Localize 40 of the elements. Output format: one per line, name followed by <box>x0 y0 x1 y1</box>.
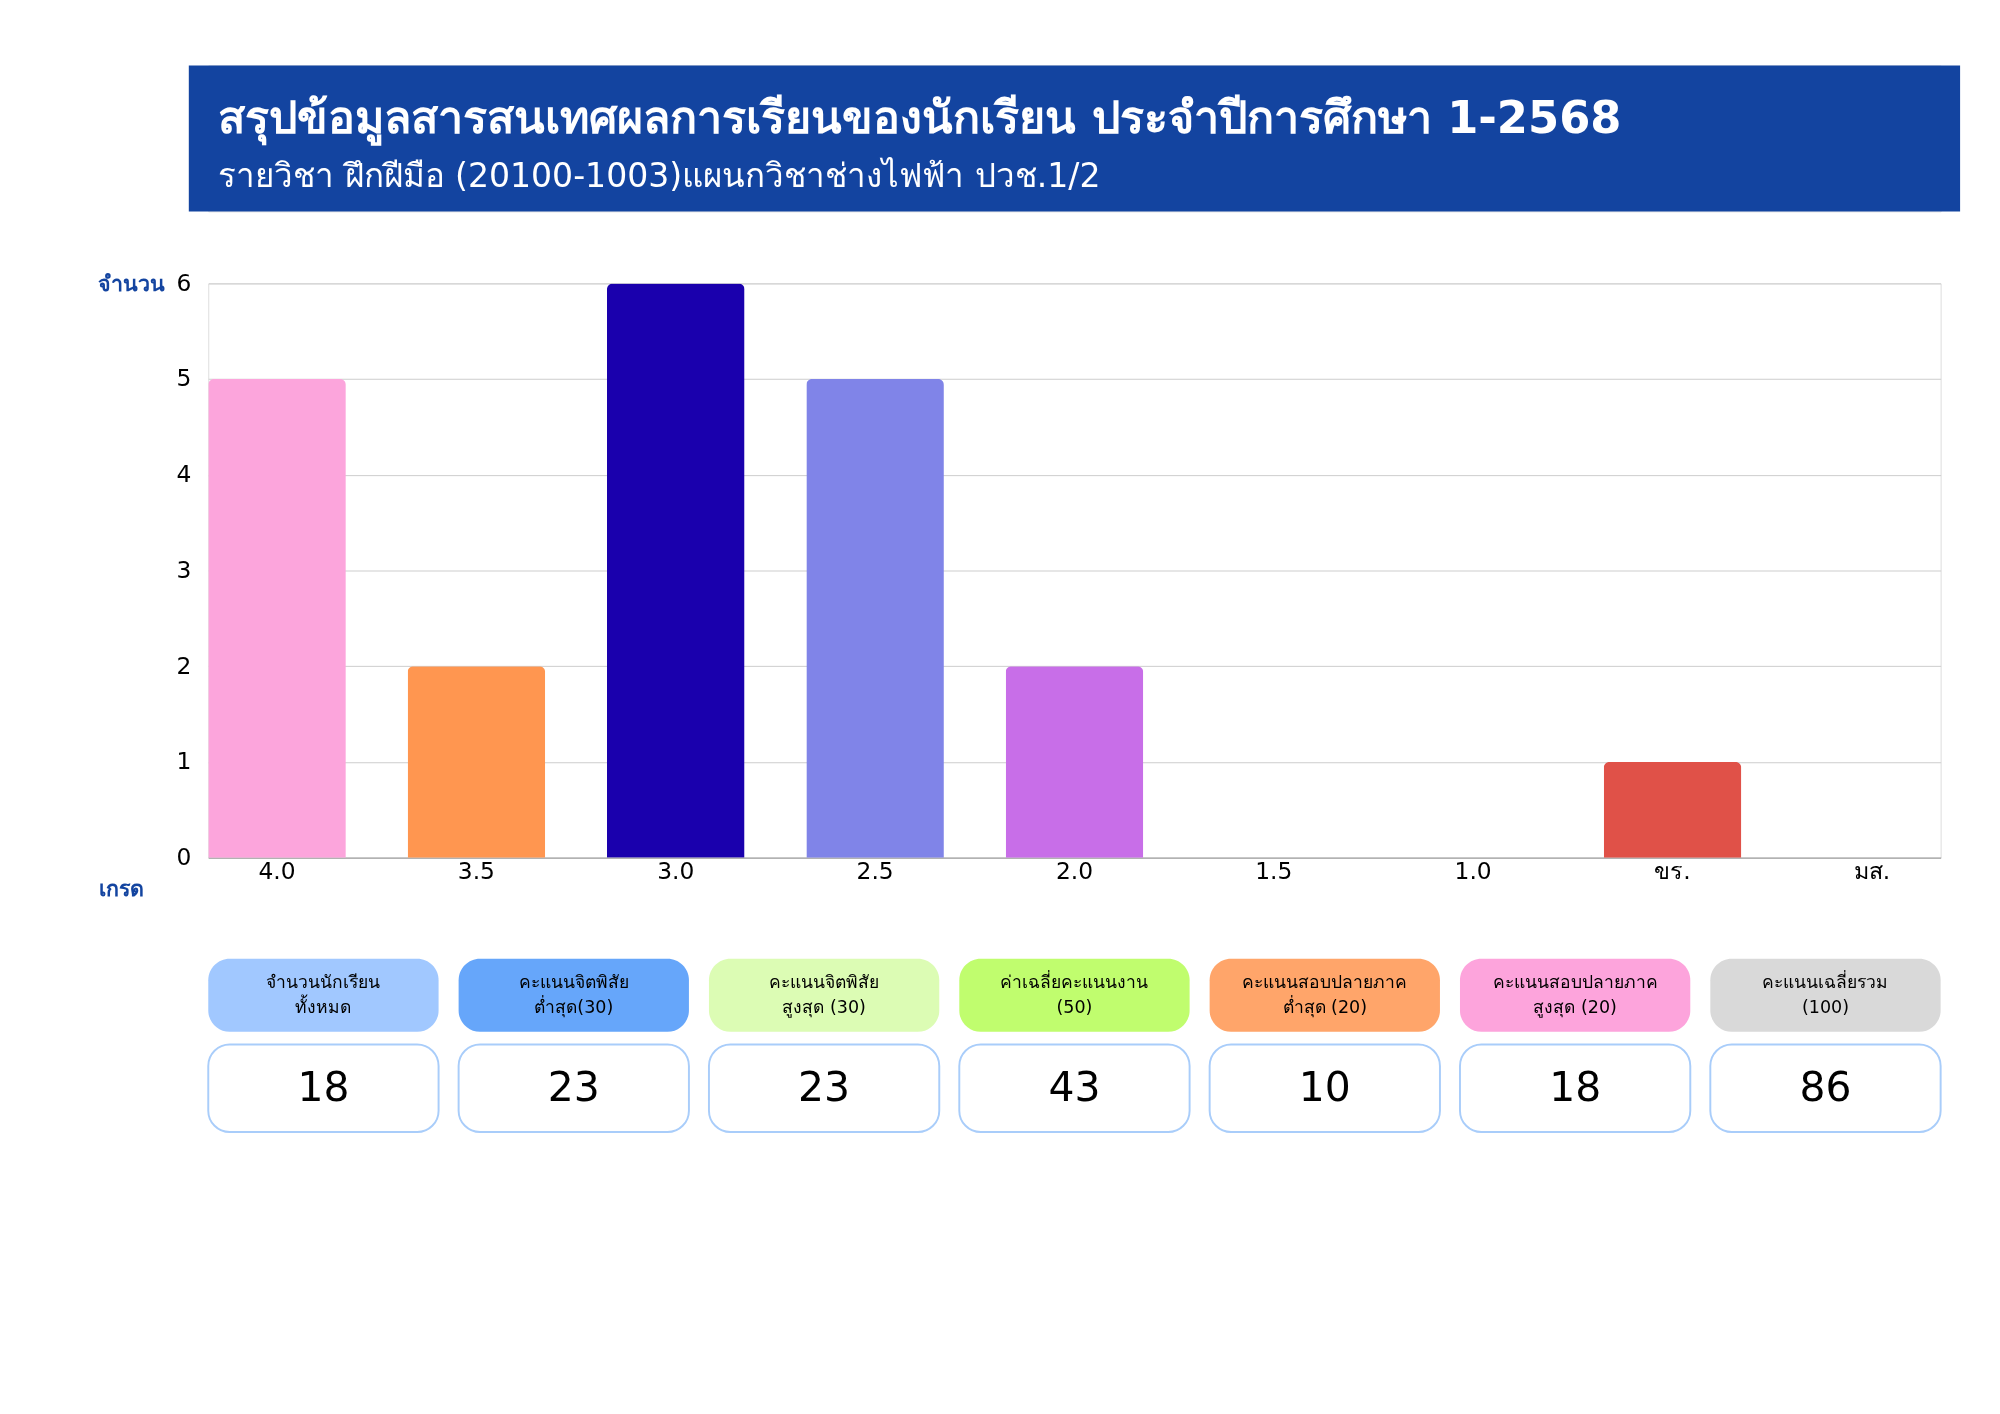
x-tick-label: ขร. <box>1654 856 1691 885</box>
y-tick-label: 2 <box>176 651 192 680</box>
bar <box>806 379 944 858</box>
data-label: 43 <box>1048 1062 1101 1111</box>
y-axis-title: จำนวน <box>97 270 165 296</box>
bar <box>407 666 546 858</box>
chart-subtitle: รายวิชา ฝึกฝีมือ (20100-1003)แผนกวิชาช่างไฟฟ้า ปวช.1/2 <box>218 156 1101 196</box>
y-tick-label: 1 <box>176 747 192 776</box>
bar <box>606 283 745 858</box>
category-label: จำนวนนักเรียน ทั้งหมด <box>266 972 381 1018</box>
chart-title: สรุปข้อมูลสารสนเทศผลการเรียนของนักเรียน ประจำปีการศึกษา 1-2568 <box>218 90 1622 146</box>
data-label: 23 <box>547 1062 600 1111</box>
y-tick-label: 6 <box>176 268 192 297</box>
x-tick-label: 2.0 <box>1055 856 1094 885</box>
category-label: คะแนนจิตพิสัย ต่ำสุด(30) <box>518 972 629 1019</box>
category-label: ค่าเฉลี่ยคะแนนงาน (50) <box>1000 970 1149 1018</box>
category-label: คะแนนจิตพิสัย สูงสุด (30) <box>769 972 880 1019</box>
x-tick-label: 2.5 <box>856 856 894 885</box>
y-tick-label: 0 <box>176 842 192 871</box>
category-label: คะแนนสอบปลายภาค สูงสุด (20) <box>1492 972 1658 1019</box>
category-label: คะแนนเฉลี่ยรวม (100) <box>1762 970 1889 1018</box>
bar <box>208 379 346 858</box>
bar <box>1603 761 1742 858</box>
x-tick-label: 1.5 <box>1255 856 1293 885</box>
data-label: 18 <box>1549 1062 1602 1111</box>
y-tick-label: 5 <box>176 364 192 393</box>
data-label: 10 <box>1298 1062 1351 1111</box>
data-label: 86 <box>1799 1062 1852 1111</box>
bar <box>1005 666 1144 858</box>
data-label: 23 <box>798 1062 851 1111</box>
category-label: คะแนนสอบปลายภาค ต่ำสุด (20) <box>1242 972 1408 1019</box>
y-tick-label: 4 <box>176 460 192 489</box>
x-tick-label: มส. <box>1853 856 1891 885</box>
x-axis-title: เกรด <box>98 876 144 902</box>
x-tick-label: 4.0 <box>258 856 296 885</box>
x-tick-label: 3.0 <box>657 856 695 885</box>
y-tick-label: 3 <box>176 555 192 584</box>
x-tick-label: 1.0 <box>1454 856 1492 885</box>
data-label: 18 <box>297 1062 350 1111</box>
x-tick-label: 3.5 <box>457 856 495 885</box>
